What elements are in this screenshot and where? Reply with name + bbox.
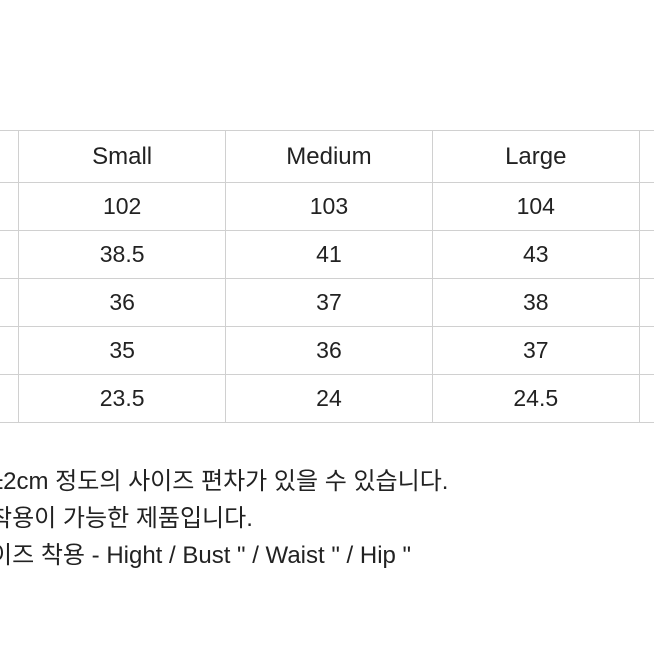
- table-row: 35 36 37: [0, 327, 654, 375]
- size-table: Small Medium Large 102 103 104 38.5 41 4…: [0, 130, 654, 423]
- table-header-end: [639, 131, 654, 183]
- table-cell: 24: [226, 375, 433, 423]
- table-cell: 24.5: [432, 375, 639, 423]
- table-cell: 41: [226, 231, 433, 279]
- table-row: 38.5 41 43: [0, 231, 654, 279]
- table-cell-stub: [0, 327, 19, 375]
- table-cell: 37: [226, 279, 433, 327]
- table-row: 36 37 38: [0, 279, 654, 327]
- table-cell: 38.5: [19, 231, 226, 279]
- table-row: 23.5 24 24.5: [0, 375, 654, 423]
- table-cell: 43: [432, 231, 639, 279]
- note-line-1: ±2cm 정도의 사이즈 편차가 있을 수 있습니다.: [0, 463, 654, 500]
- table-cell: 102: [19, 183, 226, 231]
- table-cell: 104: [432, 183, 639, 231]
- table-cell-end: [639, 231, 654, 279]
- note-line-3: 이즈 착용 - Hight / Bust " / Waist " / Hip ": [0, 537, 654, 574]
- table-header-large: Large: [432, 131, 639, 183]
- table-cell-end: [639, 327, 654, 375]
- table-header-medium: Medium: [226, 131, 433, 183]
- note-line-2: 착용이 가능한 제품입니다.: [0, 500, 654, 537]
- table-cell: 38: [432, 279, 639, 327]
- table-cell: 36: [226, 327, 433, 375]
- table-cell: 103: [226, 183, 433, 231]
- table-cell-stub: [0, 279, 19, 327]
- content-container: Small Medium Large 102 103 104 38.5 41 4…: [0, 130, 654, 575]
- table-cell-stub: [0, 231, 19, 279]
- table-cell: 35: [19, 327, 226, 375]
- table-cell: 23.5: [19, 375, 226, 423]
- notes-section: ±2cm 정도의 사이즈 편차가 있을 수 있습니다. 착용이 가능한 제품입니…: [0, 463, 654, 575]
- table-header-stub: [0, 131, 19, 183]
- table-cell-end: [639, 375, 654, 423]
- table-cell-end: [639, 183, 654, 231]
- table-row: 102 103 104: [0, 183, 654, 231]
- table-cell: 36: [19, 279, 226, 327]
- table-header-row: Small Medium Large: [0, 131, 654, 183]
- table-cell-stub: [0, 375, 19, 423]
- table-header-small: Small: [19, 131, 226, 183]
- table-cell: 37: [432, 327, 639, 375]
- table-cell-stub: [0, 183, 19, 231]
- table-cell-end: [639, 279, 654, 327]
